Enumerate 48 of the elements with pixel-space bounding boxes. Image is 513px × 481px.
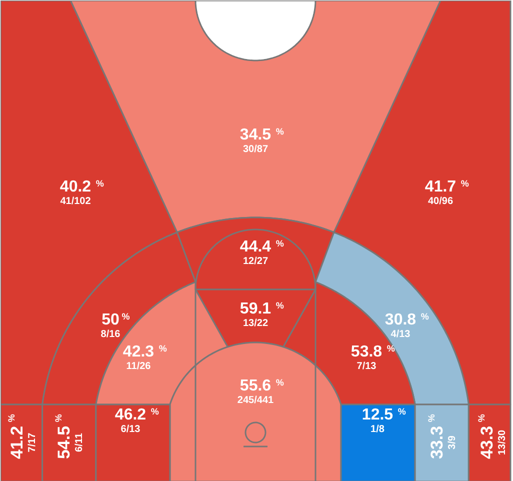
category-label: 6/13 bbox=[120, 424, 141, 435]
data-label: 42.3 bbox=[122, 344, 154, 360]
text: % bbox=[96, 178, 104, 188]
category-label: 41/102 bbox=[60, 196, 92, 207]
text: % bbox=[460, 178, 469, 188]
text: % bbox=[276, 300, 284, 310]
category-label: 3/9 bbox=[447, 435, 458, 450]
text: % bbox=[420, 312, 429, 322]
data-label: 41.7 bbox=[424, 178, 456, 196]
text: % bbox=[426, 414, 436, 422]
text: % bbox=[158, 344, 167, 354]
data-label: 40.2 bbox=[60, 178, 92, 196]
text: % bbox=[54, 414, 64, 422]
category-label: 1/8 bbox=[370, 424, 385, 435]
category-label: 11/26 bbox=[126, 361, 152, 372]
data-label: 12.5 bbox=[362, 406, 394, 424]
category-label: 4/13 bbox=[390, 329, 411, 340]
data-label: 54.5 bbox=[54, 426, 74, 460]
text: % bbox=[386, 344, 395, 354]
data-label: 44.4 bbox=[240, 238, 272, 256]
data-label: 59.1 bbox=[240, 300, 272, 318]
category-label: 13/30 bbox=[497, 430, 508, 456]
data-label: 33.3 bbox=[428, 426, 446, 460]
category-label: 40/96 bbox=[428, 196, 454, 207]
text: % bbox=[276, 238, 284, 248]
text: % bbox=[398, 406, 406, 416]
category-label: 8/16 bbox=[100, 329, 121, 340]
text: % bbox=[6, 414, 16, 422]
data-label: 41.2 bbox=[8, 426, 26, 460]
text: % bbox=[276, 126, 284, 136]
category-label: 6/11 bbox=[74, 432, 85, 452]
data-label: 43.3 bbox=[478, 426, 496, 460]
data-label: 30.8 bbox=[384, 312, 416, 328]
category-label: 30/87 bbox=[242, 144, 268, 155]
text: % bbox=[476, 414, 486, 422]
data-label: 34.5 bbox=[240, 126, 272, 144]
category-label: 13/22 bbox=[242, 318, 268, 329]
category-label: 245/441 bbox=[237, 395, 274, 406]
data-label: 50 bbox=[102, 312, 120, 328]
text: % bbox=[276, 378, 284, 388]
category-label: 12/27 bbox=[242, 256, 268, 267]
data-label: 55.6 bbox=[240, 378, 272, 394]
text: % bbox=[150, 406, 159, 416]
text: % bbox=[122, 312, 130, 322]
category-label: 7/13 bbox=[356, 361, 377, 372]
category-label: 7/17 bbox=[27, 432, 38, 452]
data-label: 46.2 bbox=[114, 406, 146, 424]
data-label: 53.8 bbox=[350, 344, 382, 360]
